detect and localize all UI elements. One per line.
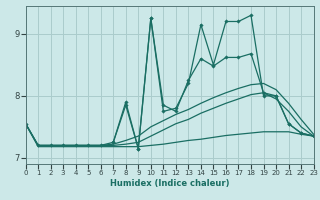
X-axis label: Humidex (Indice chaleur): Humidex (Indice chaleur)	[110, 179, 229, 188]
